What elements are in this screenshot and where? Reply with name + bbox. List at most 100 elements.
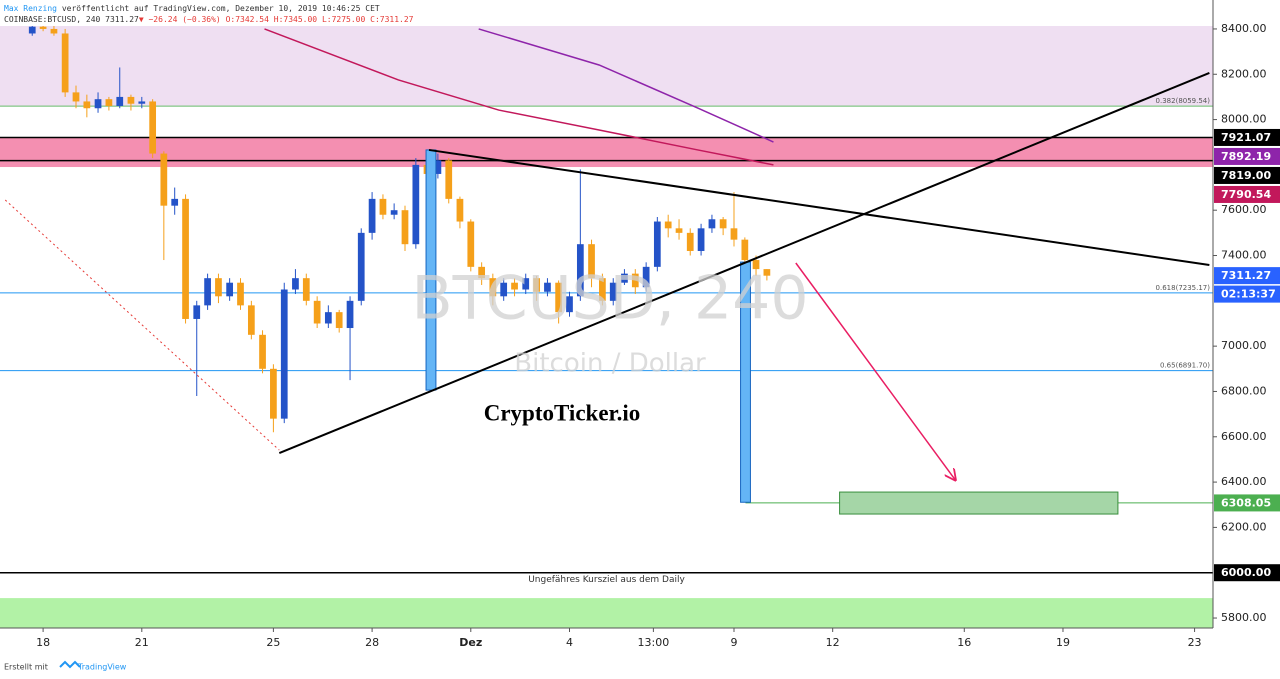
x-tick-label: 25	[266, 636, 280, 649]
box	[839, 491, 1119, 515]
x-tick-label: 18	[36, 636, 50, 649]
y-tick-label: 8000.00	[1221, 113, 1267, 126]
candle-body	[149, 101, 157, 154]
candle-body	[138, 101, 146, 104]
price-tag	[1214, 185, 1280, 203]
y-tick-label: 7000.00	[1221, 339, 1267, 352]
candle-body	[302, 278, 310, 301]
candle-body	[631, 273, 639, 288]
price-tag-label: 6000.00	[1221, 566, 1271, 579]
candle-body	[226, 282, 234, 297]
candle-body	[160, 153, 168, 206]
trend-line	[478, 28, 774, 143]
price-tag	[1214, 147, 1280, 165]
y-tick-label: 8200.00	[1221, 67, 1267, 80]
candle-body	[357, 232, 365, 301]
x-tick-label: 21	[135, 636, 149, 649]
candle-body	[708, 219, 716, 229]
candle-body	[456, 198, 464, 222]
candle-body	[412, 164, 420, 245]
candle-body	[116, 96, 124, 106]
watermark-subtitle: Bitcoin / Dollar	[514, 349, 706, 379]
price-tag-label: 7921.07	[1221, 131, 1271, 144]
arrow	[795, 262, 956, 480]
price-tag-label: 7892.19	[1221, 150, 1271, 163]
close: C:7311.27	[370, 15, 414, 24]
candle-body	[50, 28, 58, 34]
trend-line	[264, 28, 774, 166]
change: ▼ −26.24 (−0.36%)	[139, 15, 221, 24]
price-tag-label: 7790.54	[1221, 188, 1271, 201]
zone	[0, 137, 1213, 168]
candle-body	[730, 228, 738, 240]
watermark: BTCUSD, 240	[411, 264, 808, 334]
candle-body	[653, 221, 661, 267]
candle-body	[237, 282, 244, 306]
author: Max Renzing	[4, 4, 57, 13]
y-tick-label: 5800.00	[1221, 611, 1267, 624]
price-tag-label: 7311.27	[1221, 269, 1271, 282]
candle-body	[335, 312, 343, 329]
trend-line	[278, 71, 1210, 455]
candle-body	[401, 210, 409, 245]
candle-body	[204, 278, 211, 306]
candle-body	[105, 99, 113, 106]
countdown-tag	[1214, 285, 1280, 303]
candle-body	[280, 289, 288, 419]
candle-body	[270, 368, 277, 419]
level-caption: Ungefähres Kursziel aus dem Daily	[528, 575, 685, 585]
symbol: COINBASE:BTCUSD, 240 7311.27	[4, 15, 139, 24]
candle-body	[522, 278, 530, 290]
trend-line	[4, 199, 280, 451]
level-label: 0.382(8059.54)	[1156, 97, 1211, 105]
x-tick-label: 16	[957, 636, 971, 649]
x-tick-label: 13:00	[638, 636, 670, 649]
y-tick-label: 6800.00	[1221, 384, 1267, 397]
price-tag-label: 7819.00	[1221, 169, 1271, 182]
trend-line	[428, 148, 1210, 267]
zone	[0, 26, 1213, 107]
x-tick-label: 9	[730, 636, 737, 649]
candle-body	[664, 221, 672, 229]
candle-body	[324, 312, 332, 324]
candle-body	[171, 198, 179, 206]
footer-logo	[59, 660, 81, 669]
candle-body	[346, 300, 354, 329]
candle-body	[511, 282, 518, 290]
x-tick-label: 12	[826, 636, 840, 649]
candle-body	[599, 278, 606, 301]
footer-made-with: Erstellt mit	[4, 663, 48, 672]
candle-body	[621, 273, 628, 283]
y-tick-label: 6200.00	[1221, 520, 1267, 533]
x-tick-label: 23	[1188, 636, 1202, 649]
candle-body	[182, 198, 189, 319]
candle-body	[544, 282, 551, 292]
countdown: 02:13:37	[1221, 288, 1276, 301]
candle-body	[467, 221, 475, 267]
y-tick-label: 7600.00	[1221, 203, 1267, 216]
candle-body	[763, 269, 771, 276]
candle-body	[719, 219, 727, 229]
price-tag	[1214, 267, 1280, 285]
candle-body	[555, 282, 562, 313]
open: O:7342.54	[226, 15, 270, 24]
candle-body	[28, 26, 36, 34]
candle-body	[83, 101, 91, 109]
candle-body	[686, 232, 694, 251]
price-tag-label: 6308.05	[1221, 496, 1271, 509]
candle-body	[259, 334, 266, 369]
candle-body	[94, 99, 102, 109]
low: L:7275.00	[322, 15, 366, 24]
candle-body	[697, 228, 705, 251]
price-tag	[1214, 128, 1280, 146]
byline-text: veröffentlicht auf TradingView.com, Deze…	[62, 4, 380, 13]
candle-body	[193, 305, 201, 319]
x-tick-label: 19	[1056, 636, 1070, 649]
price-tag	[1214, 166, 1280, 184]
candle-body	[368, 198, 376, 233]
candle-body	[247, 305, 255, 335]
candle-body	[752, 260, 760, 270]
